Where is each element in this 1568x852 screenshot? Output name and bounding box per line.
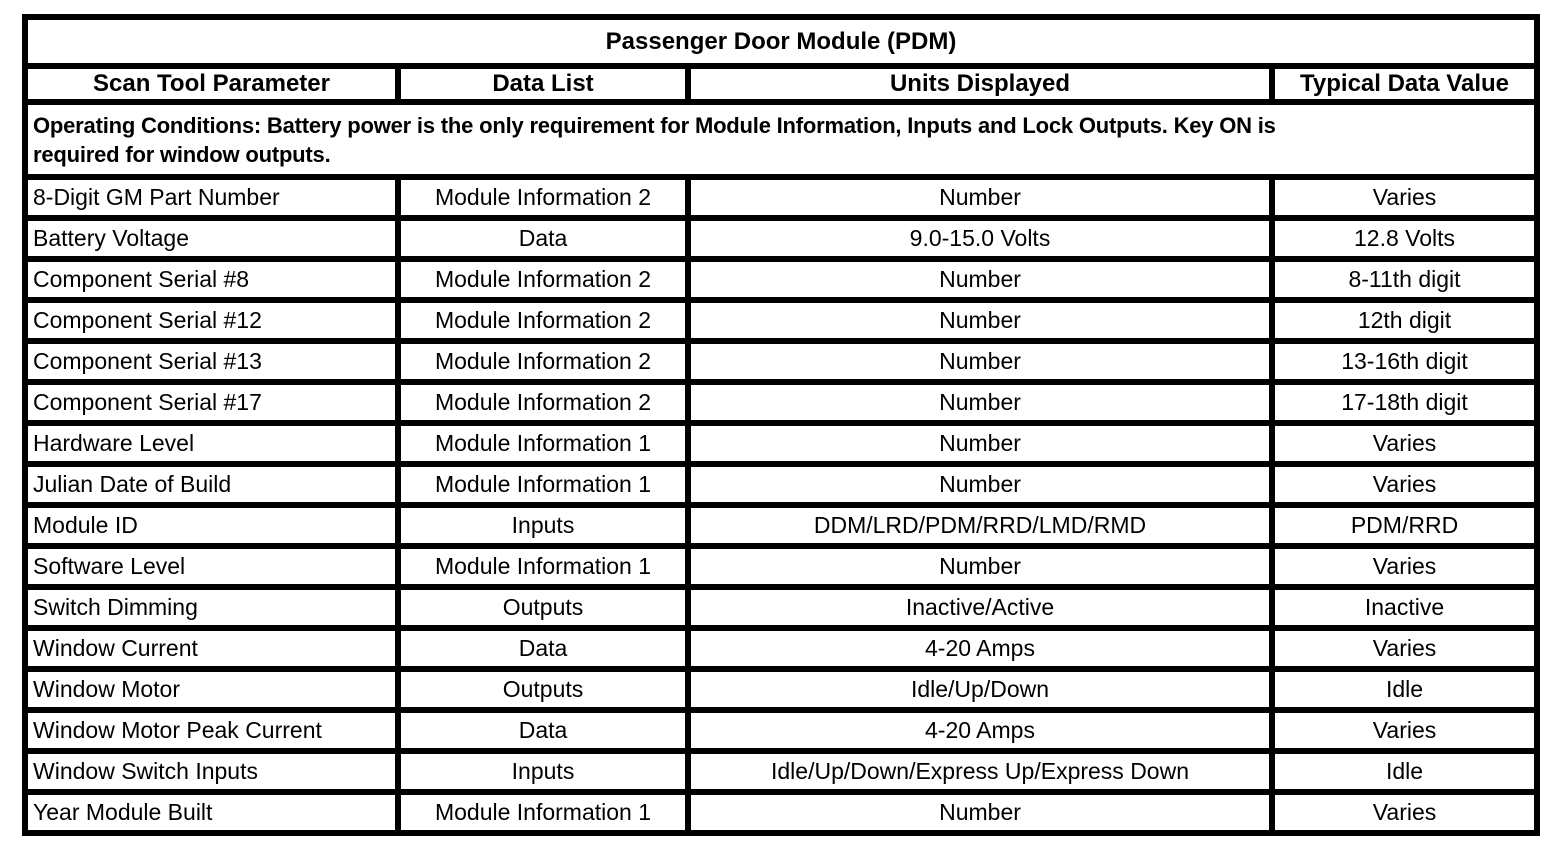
cell-units: Inactive/Active [685,584,1275,631]
cell-units: Number [685,338,1275,385]
cell-parameter: Battery Voltage [22,215,401,262]
cell-data-list: Outputs [395,584,691,631]
cell-data-list: Data [395,707,691,754]
cell-typical-value: 13-16th digit [1268,338,1541,385]
cell-parameter: Software Level [22,543,401,590]
cell-data-list: Data [395,215,691,262]
cell-typical-value: 8-11th digit [1268,256,1541,303]
cell-units: Number [685,297,1275,344]
cell-parameter: Component Serial #13 [22,338,401,385]
cell-parameter: Year Module Built [22,789,401,836]
table-header-row: Scan Tool Parameter Data List Units Disp… [22,63,1541,105]
cell-units: Number [685,379,1275,426]
cell-parameter: Window Motor Peak Current [22,707,401,754]
cell-units: Idle/Up/Down/Express Up/Express Down [685,748,1275,795]
cell-parameter: Switch Dimming [22,584,401,631]
cell-parameter: Window Motor [22,666,401,713]
table-row: Software Level Module Information 1 Number… [22,543,1541,590]
cell-units: Number [685,174,1275,221]
cell-typical-value: Varies [1268,789,1541,836]
table-row: Battery Voltage Data 9.0-15.0 Volts 12.8 Vo… [22,215,1541,262]
table-row: 8-Digit GM Part Number Module Information… [22,174,1541,221]
cell-data-list: Module Information 1 [395,543,691,590]
cell-typical-value: Varies [1268,543,1541,590]
operating-conditions-row: Operating Conditions: Battery power is t… [21,99,1541,180]
cell-parameter: Window Switch Inputs [22,748,401,795]
column-header-data-list: Data List [395,63,691,105]
cell-parameter: Window Current [22,625,401,672]
cell-typical-value: 12.8 Volts [1268,215,1541,262]
operating-conditions-note: Operating Conditions: Battery power is t… [21,99,1541,180]
table-row: Window Motor Peak Current Data 4-20 Amps Va… [22,707,1541,754]
cell-typical-value: Varies [1268,174,1541,221]
table-row: Module ID Inputs DDM/LRD/PDM/RRD/LMD/RMD PD… [22,502,1541,549]
cell-typical-value: Idle [1268,748,1541,795]
column-header-scan-tool-parameter: Scan Tool Parameter [22,63,401,105]
table-title-row: Passenger Door Module (PDM) [21,14,1541,69]
cell-data-list: Module Information 2 [395,297,691,344]
cell-units: Number [685,256,1275,303]
cell-typical-value: 12th digit [1268,297,1541,344]
pdm-table: Passenger Door Module (PDM) Scan Tool Pa… [21,14,1541,836]
cell-typical-value: Idle [1268,666,1541,713]
table-row: Component Serial #17 Module Information 2… [22,379,1541,426]
cell-units: 4-20 Amps [685,707,1275,754]
cell-typical-value: PDM/RRD [1268,502,1541,549]
cell-data-list: Inputs [395,748,691,795]
cell-data-list: Module Information 2 [395,174,691,221]
cell-units: 4-20 Amps [685,625,1275,672]
table-row: Window Motor Outputs Idle/Up/Down Idle [22,666,1541,713]
cell-typical-value: Inactive [1268,584,1541,631]
cell-typical-value: Varies [1268,707,1541,754]
cell-parameter: Hardware Level [22,420,401,467]
cell-typical-value: Varies [1268,461,1541,508]
cell-parameter: 8-Digit GM Part Number [22,174,401,221]
table-row: Hardware Level Module Information 1 Number… [22,420,1541,467]
cell-units: Number [685,543,1275,590]
table-title: Passenger Door Module (PDM) [21,14,1541,69]
cell-units: DDM/LRD/PDM/RRD/LMD/RMD [685,502,1275,549]
cell-parameter: Component Serial #17 [22,379,401,426]
cell-data-list: Module Information 2 [395,379,691,426]
cell-units: Idle/Up/Down [685,666,1275,713]
cell-units: 9.0-15.0 Volts [685,215,1275,262]
table-row: Component Serial #12 Module Information 2… [22,297,1541,344]
table-row: Window Switch Inputs Inputs Idle/Up/Down/E… [22,748,1541,795]
cell-data-list: Outputs [395,666,691,713]
cell-data-list: Data [395,625,691,672]
cell-typical-value: Varies [1268,420,1541,467]
cell-data-list: Module Information 1 [395,789,691,836]
column-header-units-displayed: Units Displayed [685,63,1275,105]
table-row: Julian Date of Build Module Information 1… [22,461,1541,508]
cell-units: Number [685,461,1275,508]
cell-units: Number [685,789,1275,836]
cell-data-list: Inputs [395,502,691,549]
cell-parameter: Module ID [22,502,401,549]
cell-typical-value: Varies [1268,625,1541,672]
cell-units: Number [685,420,1275,467]
cell-parameter: Component Serial #12 [22,297,401,344]
cell-data-list: Module Information 1 [395,461,691,508]
cell-data-list: Module Information 2 [395,338,691,385]
table-row: Window Current Data 4-20 Amps Varies [22,625,1541,672]
table-row: Component Serial #13 Module Information 2… [22,338,1541,385]
cell-typical-value: 17-18th digit [1268,379,1541,426]
table-row: Year Module Built Module Information 1 Num… [22,789,1541,836]
cell-parameter: Julian Date of Build [22,461,401,508]
column-header-typical-data-value: Typical Data Value [1268,63,1541,105]
table-row: Switch Dimming Outputs Inactive/Active Inac… [22,584,1541,631]
cell-data-list: Module Information 2 [395,256,691,303]
cell-parameter: Component Serial #8 [22,256,401,303]
cell-data-list: Module Information 1 [395,420,691,467]
